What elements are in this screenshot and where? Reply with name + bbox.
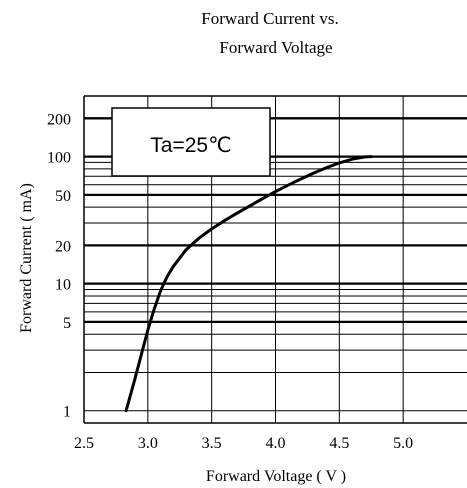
- annotation-label: Ta=25℃: [150, 134, 231, 157]
- y-tick-label: 100: [47, 150, 71, 167]
- x-tick-label: 2.5: [74, 435, 94, 452]
- data-series: [124, 155, 373, 413]
- x-tick-label: 4.5: [329, 435, 349, 452]
- x-tick-label: 5.0: [393, 435, 413, 452]
- y-tick-label: 20: [55, 238, 71, 255]
- x-tick-label: 4.0: [266, 435, 286, 452]
- plot-frame: [83, 95, 467, 424]
- temperature-annotation: Ta=25℃: [111, 107, 271, 177]
- chart-title-line2: Forward Voltage: [219, 38, 332, 57]
- x-tick-label: 3.5: [202, 435, 222, 452]
- y-tick-label: 1: [63, 404, 71, 421]
- y-tick-labels: 1 5 10 20 50 100 200: [47, 111, 71, 420]
- x-axis-label: Forward Voltage ( V ): [206, 468, 346, 485]
- chart-title-line1: Forward Current vs.: [201, 9, 338, 28]
- annotation-box: [111, 107, 271, 177]
- y-tick-label: 50: [55, 188, 71, 205]
- y-tick-label: 5: [63, 315, 71, 332]
- x-tick-label: 3.0: [138, 435, 158, 452]
- y-tick-label: 10: [55, 277, 71, 294]
- y-axis-label: Forward Current ( mA): [18, 183, 35, 333]
- y-tick-label: 200: [47, 111, 71, 128]
- series-line: [124, 155, 373, 413]
- x-tick-labels: 2.5 3.0 3.5 4.0 4.5 5.0: [74, 435, 413, 452]
